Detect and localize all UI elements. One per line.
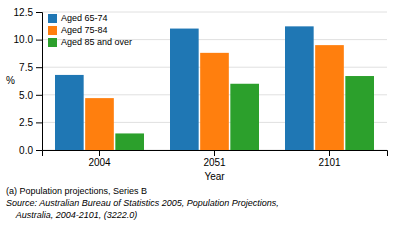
x-tick-mark [99,150,100,156]
x-tick-mark [214,150,215,156]
legend-swatch [48,38,57,47]
y-axis-line [36,13,43,151]
x-tick-label: 2004 [88,157,111,168]
legend-swatch [48,14,57,23]
y-tick-label: 2.5 [19,117,33,128]
footnote: Source: Australian Bureau of Statistics … [6,198,279,208]
legend-label: Aged 85 and over [61,37,132,47]
y-axis: 0.0 2.5 5.0 7.5 10.0 12.5 [14,7,43,156]
y-tick-mark [36,95,42,96]
y-tick-mark [36,40,42,41]
bar-series [55,26,314,150]
y-tick-label: 0.0 [19,145,33,156]
bar-series [115,76,374,150]
bars [55,26,374,150]
x-tick-label: 2101 [318,157,341,168]
legend: Aged 65-74 Aged 75-84 Aged 85 and over [48,13,132,47]
y-tick-label: 12.5 [14,7,34,18]
bar-series [85,45,344,150]
y-axis-title: % [6,75,15,86]
y-tick-mark [36,150,42,151]
legend-item: Aged 75-84 [48,25,108,35]
x-tick-label: 2051 [203,157,226,168]
x-tick: 2004 [88,150,111,168]
y-tick-label: 5.0 [19,90,33,101]
x-tick-mark [329,150,330,156]
x-axis-title: Year [204,171,225,182]
bar [115,133,144,150]
x-tick: 2101 [318,150,341,168]
bar [230,84,259,150]
y-tick: 0.0 [19,145,42,156]
legend-item: Aged 65-74 [48,13,108,23]
footnotes: (a) Population projections, Series B Sour… [6,186,279,220]
bar [170,29,199,150]
plot: 2004 2051 2101 0.0 2.5 5.0 7.5 10.0 12.5 Aged 65-… [14,7,388,168]
bar [55,75,84,150]
legend-label: Aged 75-84 [61,25,108,35]
legend-swatch [48,26,57,35]
y-tick-mark [36,12,42,13]
y-tick: 7.5 [19,62,42,73]
y-tick-mark [36,122,42,123]
footnote: (a) Population projections, Series B [6,186,147,196]
y-tick-mark [36,67,42,68]
chart: 2004 2051 2101 0.0 2.5 5.0 7.5 10.0 12.5 Aged 65-… [0,0,397,227]
x-axis-line [43,151,388,157]
bar [285,26,314,150]
y-tick-label: 10.0 [14,34,34,45]
x-tick: 2051 [203,150,226,168]
legend-item: Aged 85 and over [48,37,132,47]
bar [345,76,374,150]
bar [200,53,229,150]
y-tick: 12.5 [14,7,42,18]
y-tick: 10.0 [14,34,42,45]
y-tick: 5.0 [19,90,42,101]
x-axis: 2004 2051 2101 [43,150,388,168]
footnote: Australia, 2004-2101, (3222.0) [6,210,137,220]
grid [42,12,387,150]
legend-label: Aged 65-74 [61,13,108,23]
bar [315,45,344,150]
bar [85,98,114,150]
y-tick: 2.5 [19,117,42,128]
y-tick-label: 7.5 [19,62,33,73]
